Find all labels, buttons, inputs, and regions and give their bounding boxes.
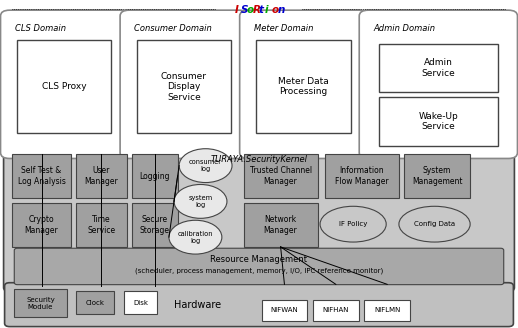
- Text: Consumer Domain: Consumer Domain: [134, 24, 212, 33]
- Text: Resource Management: Resource Management: [210, 255, 308, 264]
- Text: Clock: Clock: [85, 300, 105, 306]
- Text: I: I: [235, 5, 238, 14]
- Bar: [132, 203, 178, 247]
- Bar: [12, 203, 71, 247]
- Bar: [132, 154, 178, 198]
- Text: Secure
Storage: Secure Storage: [140, 215, 170, 235]
- Text: o: o: [271, 5, 278, 14]
- Text: CLS Domain: CLS Domain: [15, 24, 66, 33]
- FancyBboxPatch shape: [1, 10, 128, 158]
- FancyBboxPatch shape: [15, 248, 503, 285]
- Bar: [76, 292, 114, 314]
- Text: Meter Data
Processing: Meter Data Processing: [278, 77, 329, 96]
- Bar: [244, 203, 318, 247]
- Bar: [76, 154, 127, 198]
- Text: IF Policy: IF Policy: [339, 221, 367, 227]
- Ellipse shape: [169, 220, 222, 254]
- Bar: [313, 299, 359, 321]
- FancyBboxPatch shape: [120, 10, 248, 158]
- Text: Self Test &
Log Analysis: Self Test & Log Analysis: [18, 167, 65, 186]
- Ellipse shape: [174, 184, 227, 218]
- Ellipse shape: [320, 206, 386, 242]
- Text: Information
Flow Manager: Information Flow Manager: [335, 167, 389, 186]
- Text: Network
Manager: Network Manager: [264, 215, 297, 235]
- Bar: [12, 154, 71, 198]
- Bar: [364, 299, 410, 321]
- Text: Hardware: Hardware: [175, 300, 222, 310]
- Text: R: R: [253, 5, 261, 14]
- Text: Config Data: Config Data: [414, 221, 455, 227]
- Text: Consumer
Display
Service: Consumer Display Service: [161, 72, 207, 102]
- Bar: [325, 154, 399, 198]
- Text: (scheduler, process management, memory, I/O, IPC reference monitor): (scheduler, process management, memory, …: [135, 267, 383, 274]
- Text: calibration
log: calibration log: [178, 231, 213, 244]
- Text: i: i: [265, 5, 269, 14]
- Bar: [262, 299, 307, 321]
- Text: TURAYA.SecurityKernel: TURAYA.SecurityKernel: [210, 155, 308, 164]
- FancyBboxPatch shape: [240, 10, 367, 158]
- Text: t: t: [259, 5, 264, 14]
- Text: User
Manager: User Manager: [84, 167, 118, 186]
- Text: Admin Domain: Admin Domain: [373, 24, 436, 33]
- Text: System
Management: System Management: [412, 167, 463, 186]
- Ellipse shape: [399, 206, 470, 242]
- Text: Logging: Logging: [139, 172, 170, 181]
- Bar: [379, 44, 498, 92]
- Ellipse shape: [179, 149, 232, 183]
- FancyBboxPatch shape: [4, 144, 514, 292]
- Text: Trusted Channel
Manager: Trusted Channel Manager: [250, 167, 312, 186]
- Bar: [379, 97, 498, 146]
- Text: Security
Module: Security Module: [26, 297, 55, 310]
- FancyBboxPatch shape: [359, 10, 517, 158]
- Text: system
log: system log: [189, 195, 212, 208]
- Bar: [14, 289, 67, 317]
- Bar: [137, 40, 231, 133]
- Text: NIFWAN: NIFWAN: [270, 307, 298, 313]
- Text: Wake-Up
Service: Wake-Up Service: [419, 112, 458, 132]
- Text: n: n: [277, 5, 285, 14]
- FancyBboxPatch shape: [5, 283, 513, 327]
- Bar: [17, 40, 111, 133]
- Text: consumer
log: consumer log: [189, 159, 222, 172]
- Text: S: S: [241, 5, 248, 14]
- Text: NIFHAN: NIFHAN: [323, 307, 349, 313]
- Text: Meter Domain: Meter Domain: [254, 24, 313, 33]
- Text: CLS Proxy: CLS Proxy: [42, 82, 87, 91]
- Text: Disk: Disk: [133, 300, 148, 306]
- Bar: [76, 203, 127, 247]
- Text: NIFLMN: NIFLMN: [374, 307, 400, 313]
- Bar: [124, 292, 157, 314]
- Bar: [256, 40, 351, 133]
- Bar: [244, 154, 318, 198]
- Text: o: o: [247, 5, 254, 14]
- Bar: [404, 154, 470, 198]
- Text: Admin
Service: Admin Service: [422, 58, 455, 78]
- Text: Crypto
Manager: Crypto Manager: [25, 215, 59, 235]
- Text: Time
Service: Time Service: [87, 215, 116, 235]
